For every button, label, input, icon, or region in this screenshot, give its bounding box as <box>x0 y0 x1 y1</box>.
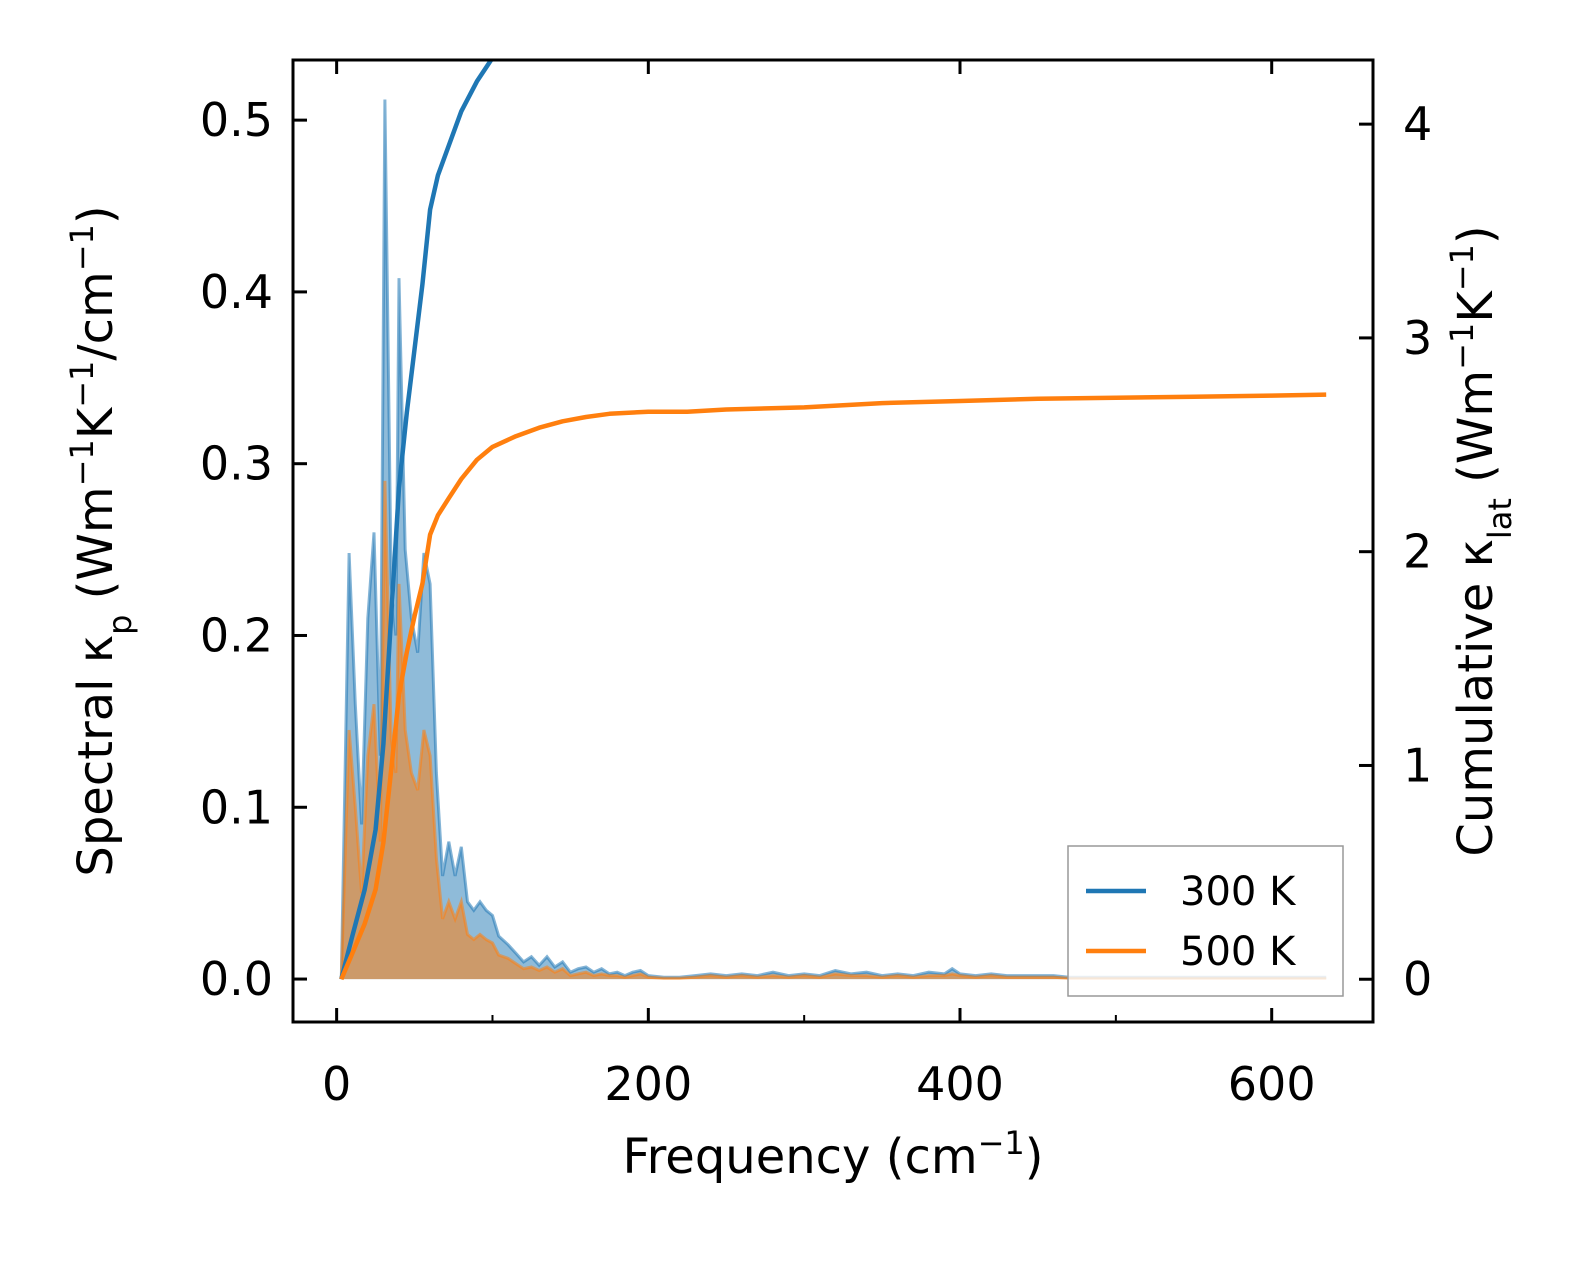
x-tick-label: 0 <box>322 1057 351 1111</box>
y-left-tick-label: 0.2 <box>200 608 273 662</box>
x-axis-title: Frequency (cm−1) <box>622 1124 1043 1185</box>
y-left-axis-title: Spectral κp (Wm−1K−1/cm−1) <box>63 205 139 876</box>
spectral-line-500k <box>339 480 1327 980</box>
y-right-tick-label: 2 <box>1403 525 1432 579</box>
y-right-tick-label: 0 <box>1403 952 1432 1006</box>
cumulative-line-300k <box>339 60 494 980</box>
y-right-axis-title: Cumulative κlat (Wm−1K−1) <box>1443 225 1519 856</box>
x-tick-label: 600 <box>1228 1057 1316 1111</box>
y-right-tick-label: 4 <box>1403 97 1432 151</box>
y-left-tick-label: 0.5 <box>200 93 273 147</box>
y-right-tick-label: 1 <box>1403 738 1432 792</box>
plot-frame <box>291 58 1375 1024</box>
legend-label-500k: 500 K <box>1180 929 1297 975</box>
y-left-tick-label: 0.1 <box>200 780 273 834</box>
legend-box <box>1067 845 1344 997</box>
y-right-tick-label: 3 <box>1403 311 1432 365</box>
spectral-area-500k <box>341 480 1327 980</box>
legend-label-300k: 300 K <box>1180 869 1297 915</box>
x-tick-label: 200 <box>604 1057 692 1111</box>
cumulative-line-500k <box>339 392 1327 981</box>
y-left-tick-label: 0.3 <box>200 437 273 491</box>
x-tick-label: 400 <box>916 1057 1004 1111</box>
y-left-tick-label: 0.4 <box>200 265 273 319</box>
y-left-tick-label: 0.0 <box>200 952 273 1006</box>
